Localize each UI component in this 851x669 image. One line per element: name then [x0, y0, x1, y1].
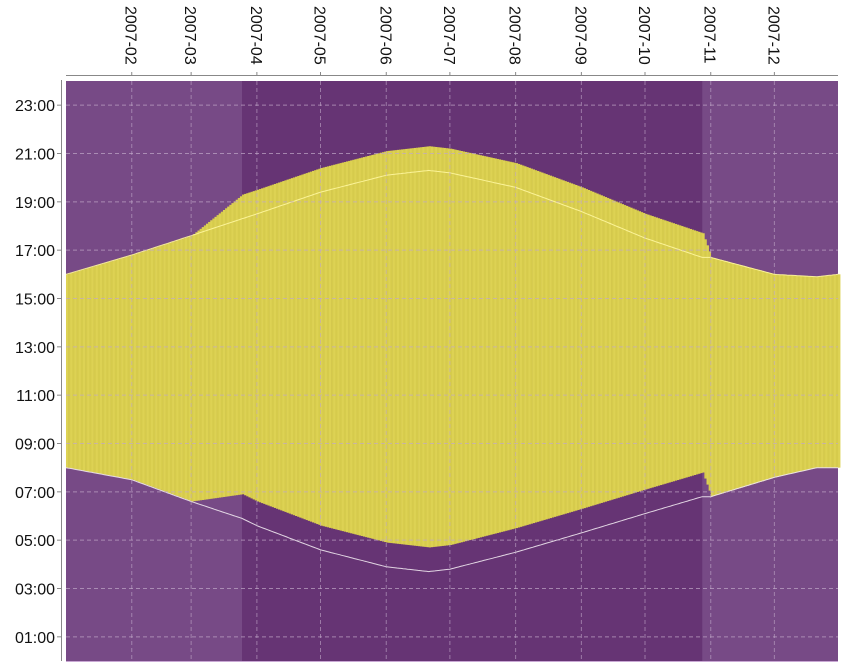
- y-tick-label: 19:00: [15, 195, 55, 212]
- x-tick-label: 2007-11: [701, 6, 718, 64]
- x-tick-label: 2007-03: [181, 6, 198, 65]
- x-tick-label: 2007-09: [571, 6, 588, 65]
- y-tick-label: 13:00: [15, 340, 55, 357]
- x-tick-label: 2007-07: [440, 6, 457, 65]
- y-tick-label: 11:00: [16, 388, 55, 405]
- x-tick-label: 2007-10: [635, 6, 652, 65]
- sunrise-standard-line: [65, 467, 838, 573]
- y-tick-label: 07:00: [15, 485, 55, 502]
- y-tick-label: 23:00: [15, 98, 55, 115]
- grid: [66, 81, 838, 661]
- x-tick-label: 2007-04: [247, 6, 264, 65]
- axes: [61, 75, 838, 661]
- x-tick-label: 2007-05: [311, 6, 328, 65]
- y-tick-label: 15:00: [15, 292, 55, 309]
- y-tick-label: 09:00: [15, 437, 55, 454]
- plot-area: [65, 81, 841, 662]
- x-tick-label: 2007-02: [122, 6, 139, 65]
- y-axis-labels: 23:00 21:00 19:00 17:00 15:00 13:00 11:00 09:00…: [15, 98, 61, 647]
- y-tick-label: 05:00: [15, 533, 55, 550]
- y-tick-label: 17:00: [15, 243, 55, 260]
- x-tick-label: 2007-12: [764, 6, 781, 65]
- y-tick-label: 03:00: [15, 582, 55, 599]
- sunset-standard-line: [65, 169, 839, 278]
- x-tick-label: 2007-08: [506, 6, 523, 65]
- x-tick-label: 2007-06: [376, 6, 393, 65]
- y-tick-label: 01:00: [15, 630, 55, 647]
- y-tick-label: 21:00: [15, 147, 55, 164]
- x-axis-labels: 2007-02 2007-03 2007-04 2007-05 2007-06 2007-…: [122, 6, 781, 76]
